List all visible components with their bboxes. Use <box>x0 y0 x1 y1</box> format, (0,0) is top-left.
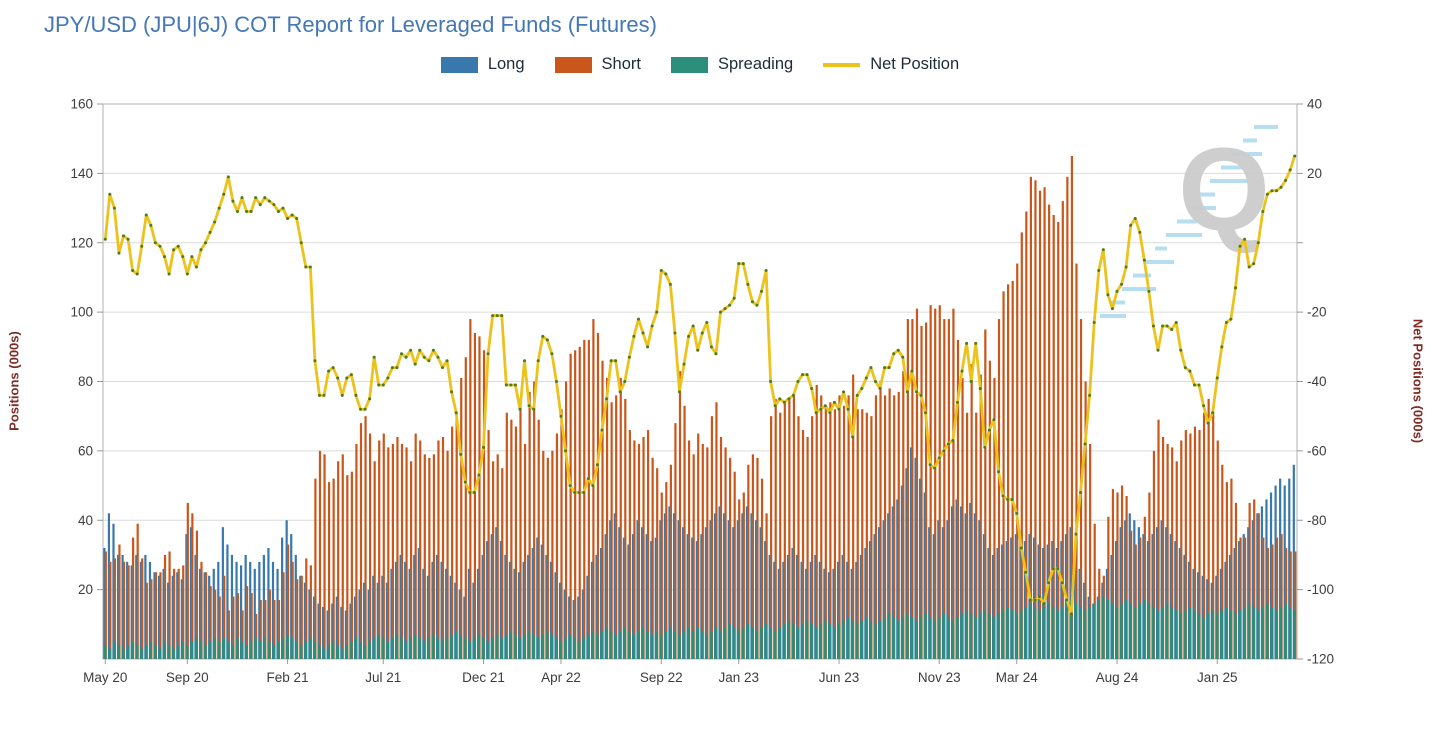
x-axis-tick-label: May 20 <box>83 670 127 685</box>
legend-label: Long <box>487 55 525 73</box>
left-axis-title: Positions (000s) <box>6 331 22 431</box>
x-axis-tick-label: Jun 23 <box>819 670 860 685</box>
left-axis-tick-label: 160 <box>70 97 93 112</box>
left-axis-tick-label: 20 <box>78 582 93 597</box>
x-axis-tick-label: Jan 25 <box>1197 670 1238 685</box>
x-axis-tick-label: Dec 21 <box>462 670 505 685</box>
left-axis-tick-label: 100 <box>70 305 93 320</box>
x-axis-tick-label: Jan 23 <box>718 670 759 685</box>
left-axis-tick-label: 40 <box>78 513 93 528</box>
chart-title: JPY/USD (JPU|6J) COT Report for Leverage… <box>44 12 657 37</box>
legend-item-short[interactable]: Short <box>554 55 641 74</box>
x-axis-tick-label: Feb 21 <box>267 670 309 685</box>
right-axis-tick-label: -40 <box>1307 374 1327 389</box>
left-axis-tick-label: 120 <box>70 235 93 250</box>
legend-label: Net Position <box>870 55 960 73</box>
left-axis-tick-label: 80 <box>78 374 93 389</box>
legend-item-spreading[interactable]: Spreading <box>670 55 794 74</box>
legend-label: Short <box>601 55 641 73</box>
legend-swatch-spreading <box>670 56 708 73</box>
legend-label: Spreading <box>717 55 794 73</box>
legend-item-net-position[interactable]: Net Position <box>823 55 959 74</box>
x-axis-tick-label: Nov 23 <box>918 670 961 685</box>
legend-item-long[interactable]: Long <box>440 55 525 74</box>
legend-swatch-long <box>440 56 478 73</box>
watermark-q: Q <box>1178 124 1270 256</box>
x-axis-tick-label: Aug 24 <box>1096 670 1139 685</box>
right-axis-tick-label: -60 <box>1307 443 1327 458</box>
right-axis-tick-label: -80 <box>1307 513 1327 528</box>
x-axis-tick-label: Mar 24 <box>996 670 1039 685</box>
right-axis-tick-label: 40 <box>1307 97 1322 112</box>
right-axis-tick-label: -100 <box>1307 582 1334 597</box>
left-axis-tick-label: 60 <box>78 443 93 458</box>
right-axis-tick-label: -20 <box>1307 305 1327 320</box>
chart-legend: Long Short Spreading Net Position <box>103 55 1297 74</box>
right-axis-tick-label: -120 <box>1307 652 1334 667</box>
right-axis-title: Net Positions (000s) <box>1410 318 1426 444</box>
legend-swatch-short <box>554 56 592 73</box>
left-axis-tick-label: 140 <box>70 166 93 181</box>
x-axis-tick-label: Sep 22 <box>640 670 683 685</box>
x-axis-tick-label: Jul 21 <box>365 670 401 685</box>
right-axis-tick-label: 20 <box>1307 166 1322 181</box>
legend-swatch-net-position <box>823 62 861 67</box>
x-axis-tick-label: Apr 22 <box>541 670 581 685</box>
x-axis-tick-label: Sep 20 <box>166 670 209 685</box>
